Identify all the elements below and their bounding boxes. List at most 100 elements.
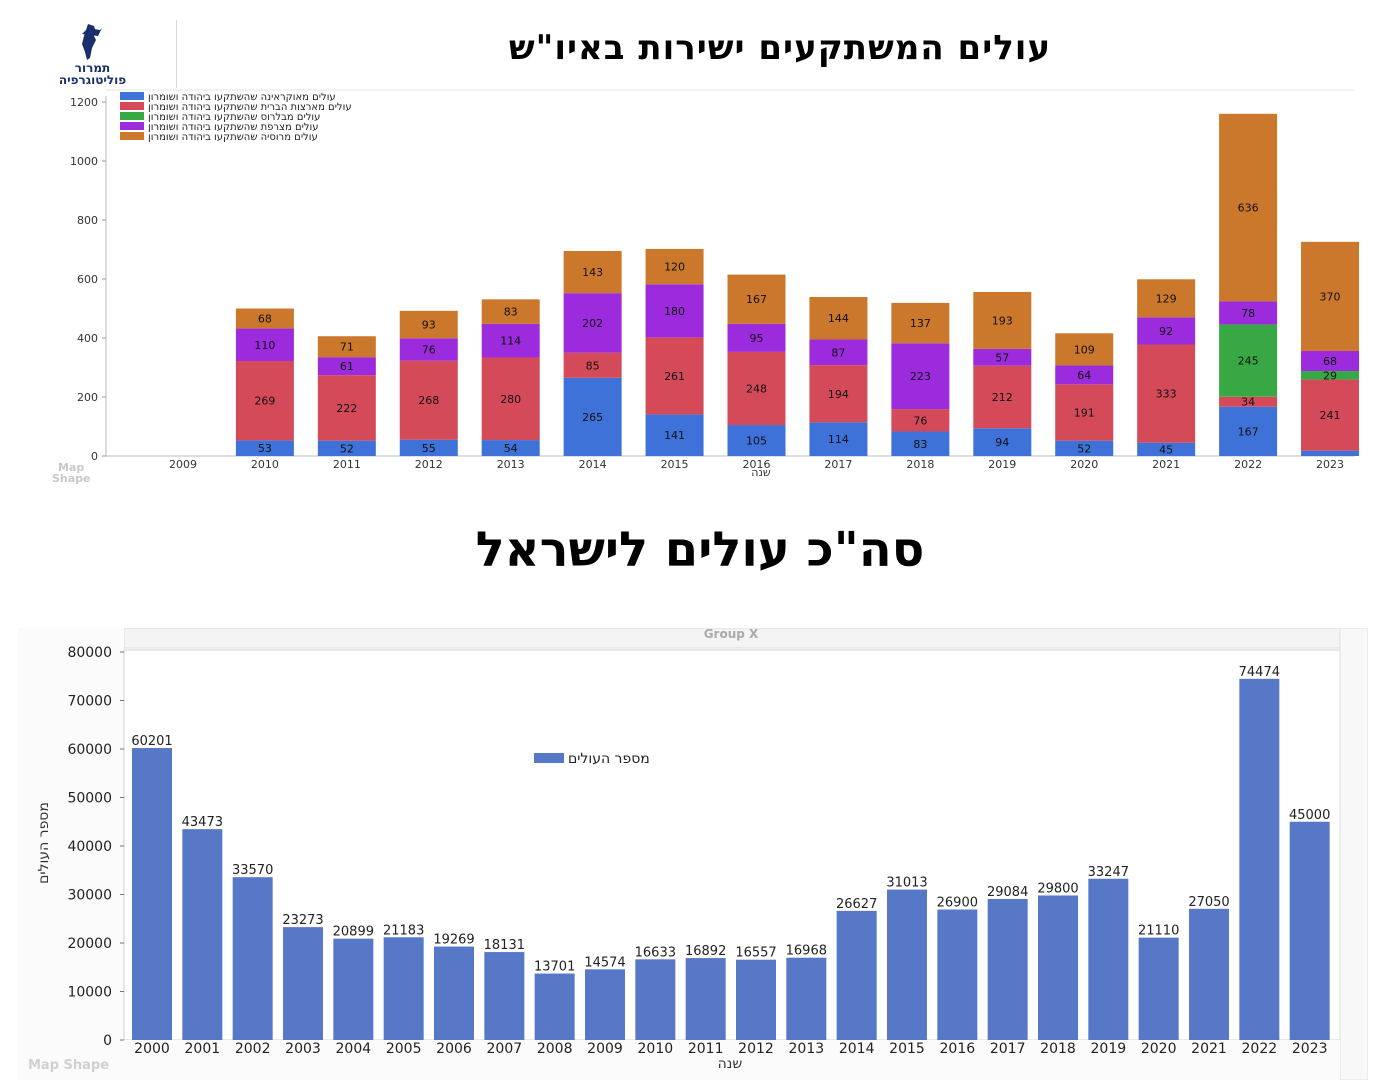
chart1-data-label: 191 [1074, 406, 1095, 419]
chart2-bar [937, 909, 978, 1040]
chart1-bar-segment [1301, 379, 1360, 451]
chart1-legend-label: עולים מארצות הברית שהשתקעו ביהודה ושומרו… [148, 102, 352, 113]
chart2-x-tick-label: 2020 [1141, 1041, 1177, 1057]
chart1-x-tick-label: 2012 [415, 458, 443, 471]
chart1-data-label: 95 [750, 332, 764, 345]
chart2-data-label: 18131 [484, 938, 525, 953]
chart1-legend: עולים מאוקראינה שהשתקעו ביהודה ושומרוןעו… [120, 92, 352, 143]
chart1-bar-segment [1301, 450, 1360, 456]
chart1-data-label: 83 [913, 438, 927, 451]
chart2-group-label: Group X [704, 628, 759, 641]
chart1-bar-segment [399, 338, 458, 361]
chart1-data-label: 45 [1159, 443, 1173, 456]
chart2-y-tick-label: 30000 [67, 888, 112, 904]
chart1-bar-segment [481, 323, 540, 358]
chart1-data-label: 265 [582, 411, 603, 424]
chart1-x-axis-label: שנה [751, 466, 771, 479]
chart2-x-tick-label: 2009 [587, 1041, 623, 1057]
chart1-bar-segment [891, 431, 950, 456]
chart2-data-label: 23273 [282, 913, 323, 928]
chart1-x-tick-label: 2022 [1234, 458, 1262, 471]
chart1-y-tick-label: 1000 [70, 155, 98, 168]
chart2-bar [283, 927, 323, 1040]
chart2-legend-swatch [534, 753, 564, 763]
chart1-data-label: 202 [582, 317, 603, 330]
chart1-bar-segment [645, 414, 704, 456]
chart2-y-axis: 0 10000 20000 30000 40000 50000 60000 70000 8000… [67, 645, 124, 1049]
chart1-bar-segment [645, 284, 704, 338]
chart1-data-label: 68 [1323, 355, 1337, 368]
chart2-x-tick-label: 2022 [1242, 1041, 1278, 1057]
chart1-y-tick-label: 800 [77, 214, 98, 227]
chart2-y-tick-label: 0 [103, 1033, 112, 1049]
chart1-data-label: 144 [828, 312, 849, 325]
chart2-data-label: 26627 [836, 897, 877, 912]
chart1-watermark-line1: Map [58, 461, 84, 474]
chart1-data-label: 76 [913, 414, 927, 427]
chart2-bottom-panel [18, 1040, 1340, 1080]
chart1-bar-segment [1219, 301, 1278, 325]
chart1-bar-segment [481, 357, 540, 441]
chart2-bar [685, 958, 726, 1040]
stacked-bar-chart: 0 200 400 600 800 1000 1200 53 269 110 68 52 222 61 7… [52, 88, 1360, 484]
chart1-data-label: 370 [1320, 290, 1341, 303]
chart1-bar-segment [1055, 384, 1114, 441]
chart2-x-tick-label: 2005 [386, 1041, 422, 1057]
chart1-data-label: 92 [1159, 325, 1173, 338]
chart2-data-label: 19269 [433, 933, 474, 948]
chart2-bar [182, 829, 223, 1040]
logo-text-line2: פוליטוגרפיה [58, 73, 127, 87]
chart1-bar-segment [727, 425, 786, 456]
chart2-y-tick-label: 60000 [67, 742, 112, 758]
chart2-bar [1289, 821, 1330, 1040]
chart1-bar-segment [399, 439, 458, 456]
chart1-data-label: 54 [504, 442, 518, 455]
logo: תמרור פוליטוגרפיה [30, 22, 155, 92]
chart2-data-label: 26900 [937, 896, 978, 911]
chart1-data-label: 55 [422, 442, 436, 455]
chart2-data-label: 33570 [232, 863, 273, 878]
chart2-x-tick-label: 2010 [638, 1041, 674, 1057]
chart1-bar-segment [481, 440, 540, 456]
chart1-bar-segment [1137, 344, 1196, 443]
chart1-bar-segment [973, 365, 1032, 429]
chart1-data-label: 52 [1077, 442, 1091, 455]
chart1-data-label: 87 [831, 346, 845, 359]
chart1-data-label: 636 [1238, 202, 1259, 215]
chart1-bar-segment [1219, 406, 1278, 456]
chart1-x-tick-label: 2015 [661, 458, 689, 471]
chart2-y-tick-label: 10000 [67, 985, 112, 1001]
chart1-data-label: 212 [992, 391, 1013, 404]
chart2-legend-label: מספר העולים [568, 751, 650, 767]
chart1-bar-segment [645, 337, 704, 415]
chart2-data-label: 13701 [534, 960, 575, 975]
chart2-x-tick-label: 2016 [940, 1041, 976, 1057]
chart1-bars: 53 269 110 68 52 222 61 71 55 268 76 93 54 280 114 83 26… [235, 113, 1360, 456]
chart2-x-tick-label: 2019 [1091, 1041, 1127, 1057]
chart2-bar [987, 898, 1028, 1040]
chart1-data-label: 167 [746, 293, 767, 306]
chart2-data-label: 27050 [1188, 895, 1229, 910]
chart2-y-tick-label: 70000 [67, 694, 112, 710]
chart1-data-label: 29 [1323, 369, 1337, 382]
chart1-x-tick-label: 2020 [1070, 458, 1098, 471]
chart2-bar [333, 938, 374, 1040]
chart2-bar [484, 952, 525, 1040]
chart1-bar-segment [235, 308, 294, 329]
chart1-bar-segment [891, 343, 950, 410]
chart1-data-label: 110 [254, 339, 275, 352]
chart2-bar [132, 748, 172, 1040]
chart2-x-tick-label: 2011 [688, 1041, 724, 1057]
chart1-bar-segment [1219, 113, 1278, 302]
chart2-right-panel [1339, 628, 1368, 1080]
chart1-legend-swatch [120, 132, 144, 140]
chart2-x-tick-label: 2001 [185, 1041, 221, 1057]
chart2-data-label: 29084 [987, 885, 1028, 900]
chart1-bar-segment [645, 248, 704, 285]
chart1-bar-segment [891, 409, 950, 432]
chart1-legend-label: עולים מאוקראינה שהשתקעו ביהודה ושומרון [148, 92, 336, 103]
chart1-x-tick-label: 2021 [1152, 458, 1180, 471]
chart1-bar-segment [235, 361, 294, 441]
chart2-data-label: 16633 [635, 945, 676, 960]
chart2-x-tick-label: 2018 [1040, 1041, 1076, 1057]
